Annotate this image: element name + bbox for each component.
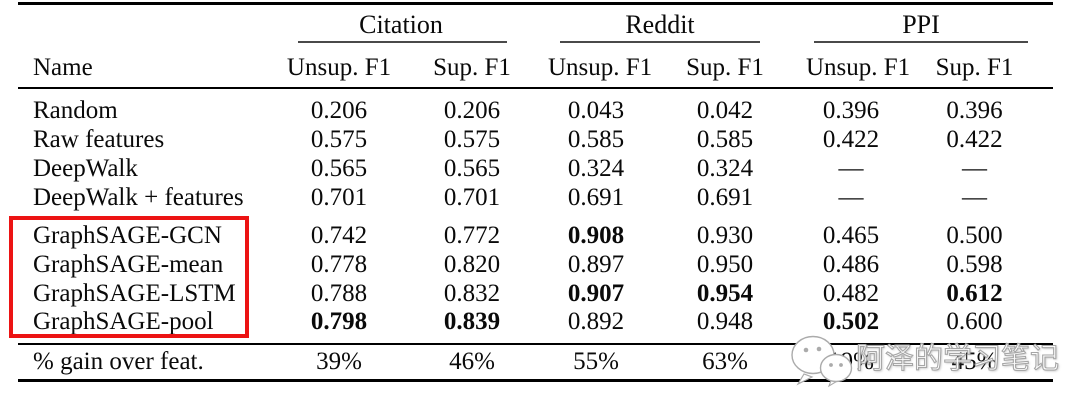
cell-value: 0.422 (822, 126, 880, 153)
watermark: 阿泽的学习笔记 (786, 326, 1060, 390)
table-row-raw-features: Raw features 0.575 0.575 0.585 0.585 0.4… (18, 126, 1053, 154)
header-separator-rule (18, 87, 1053, 89)
cell-value: 0.575 (310, 126, 368, 153)
col-header-reddit-unsup: Unsup. F1 (548, 54, 653, 81)
row-name: GraphSAGE-GCN (33, 222, 222, 249)
row-name: Random (33, 97, 118, 124)
cell-value: 0.772 (443, 222, 501, 249)
table-bottom-rule (18, 379, 1053, 382)
row-name: Raw features (33, 126, 165, 153)
row-name: DeepWalk (33, 155, 138, 182)
group-header-citation: Citation (359, 10, 443, 39)
cell-value: 0.396 (946, 97, 1003, 124)
cell-value: 0.701 (310, 184, 368, 211)
cell-value-best: 0.612 (946, 280, 1003, 307)
table-row-deepwalk: DeepWalk 0.565 0.565 0.324 0.324 — — (18, 155, 1053, 183)
name-column-header: Name (33, 54, 93, 81)
cell-value: 0.600 (946, 308, 1003, 335)
cell-value: 0.043 (567, 97, 625, 124)
cell-value: — (962, 155, 987, 182)
table-top-rule (18, 2, 1053, 5)
cell-value: 0.486 (822, 251, 880, 278)
cell-value-best: 0.798 (310, 308, 368, 335)
col-header-citation-unsup: Unsup. F1 (286, 54, 392, 81)
cell-value: 0.500 (946, 222, 1003, 249)
ppi-group-underline (814, 41, 1028, 43)
col-header-citation-sup: Sup. F1 (433, 54, 511, 81)
cell-value: 0.930 (696, 222, 754, 249)
cell-value-best: 0.907 (567, 280, 625, 307)
cell-value: 0.575 (443, 126, 501, 153)
cell-value: 0.422 (946, 126, 1003, 153)
col-header-ppi-unsup: Unsup. F1 (806, 54, 911, 81)
cell-value-best: 0.839 (443, 308, 501, 335)
cell-value: 0.396 (822, 97, 880, 124)
cell-value: — (962, 184, 987, 211)
cell-value: 0.565 (443, 155, 501, 182)
cell-value: 0.324 (567, 155, 625, 182)
cell-value: 39% (316, 348, 362, 375)
table-row-deepwalk-features: DeepWalk + features 0.701 0.701 0.691 0.… (18, 184, 1053, 212)
cell-value-best: 0.908 (567, 222, 625, 249)
table-row-random: Random 0.206 0.206 0.043 0.042 0.396 0.3… (18, 97, 1053, 125)
cell-value: 46% (449, 348, 495, 375)
col-header-ppi-sup: Sup. F1 (935, 54, 1014, 81)
cell-value: 0.691 (567, 184, 625, 211)
cell-value: 0.206 (443, 97, 501, 124)
row-name: DeepWalk + features (33, 184, 244, 211)
column-header-row: Name Unsup. F1 Sup. F1 Unsup. F1 Sup. F1… (18, 54, 1053, 82)
cell-value: 0.948 (696, 308, 754, 335)
citation-group-underline (298, 41, 507, 43)
table-row-graphsage-lstm: GraphSAGE-LSTM 0.788 0.832 0.907 0.954 0… (18, 280, 1053, 308)
cell-value: — (838, 155, 864, 182)
cell-value: 0.324 (696, 155, 754, 182)
table-row-graphsage-gcn: GraphSAGE-GCN 0.742 0.772 0.908 0.930 0.… (18, 222, 1053, 250)
cell-value: 0.892 (567, 308, 625, 335)
cell-value: 0.897 (567, 251, 625, 278)
row-name: GraphSAGE-pool (33, 308, 214, 335)
row-name: % gain over feat. (33, 348, 204, 375)
cell-value-best: 0.502 (822, 308, 880, 335)
cell-value: — (838, 184, 864, 211)
cell-value: 55% (573, 348, 619, 375)
cell-value: 0.742 (310, 222, 368, 249)
col-header-reddit-sup: Sup. F1 (686, 54, 764, 81)
table-row-graphsage-mean: GraphSAGE-mean 0.778 0.820 0.897 0.950 0… (18, 251, 1053, 279)
cell-value: 0.691 (696, 184, 754, 211)
cell-value: 0.206 (310, 97, 368, 124)
group-header-ppi: PPI (902, 10, 940, 39)
table-row-graphsage-pool: GraphSAGE-pool 0.798 0.839 0.892 0.948 0… (18, 308, 1053, 336)
cell-value-best: 0.954 (696, 280, 754, 307)
cell-value: 0.465 (822, 222, 880, 249)
footer-separator-rule (18, 343, 1053, 345)
graphsage-highlight-box (9, 216, 249, 338)
cell-value: 0.585 (696, 126, 754, 153)
cell-value: 0.598 (946, 251, 1003, 278)
cell-value: 0.832 (443, 280, 501, 307)
watermark-text: 阿泽的学习笔记 (855, 340, 1060, 375)
cell-value: 0.820 (443, 251, 501, 278)
row-name: GraphSAGE-mean (33, 251, 224, 278)
cell-value: 0.482 (822, 280, 880, 307)
cell-value: 0.585 (567, 126, 625, 153)
group-header-reddit: Reddit (625, 10, 695, 39)
cell-value: 0.042 (696, 97, 754, 124)
cell-value: 0.778 (310, 251, 368, 278)
cell-value: 45% (951, 348, 998, 375)
reddit-group-underline (560, 41, 760, 43)
cell-value: 63% (702, 348, 748, 375)
row-name: GraphSAGE-LSTM (33, 280, 236, 307)
wechat-icon (791, 335, 853, 388)
cell-value: 0.701 (443, 184, 501, 211)
table-row-gain: % gain over feat. 39% 46% 55% 63% 19% 45… (18, 348, 1053, 376)
cell-value: 0.565 (310, 155, 368, 182)
cell-value: 0.788 (310, 280, 368, 307)
cell-value: 0.950 (696, 251, 754, 278)
